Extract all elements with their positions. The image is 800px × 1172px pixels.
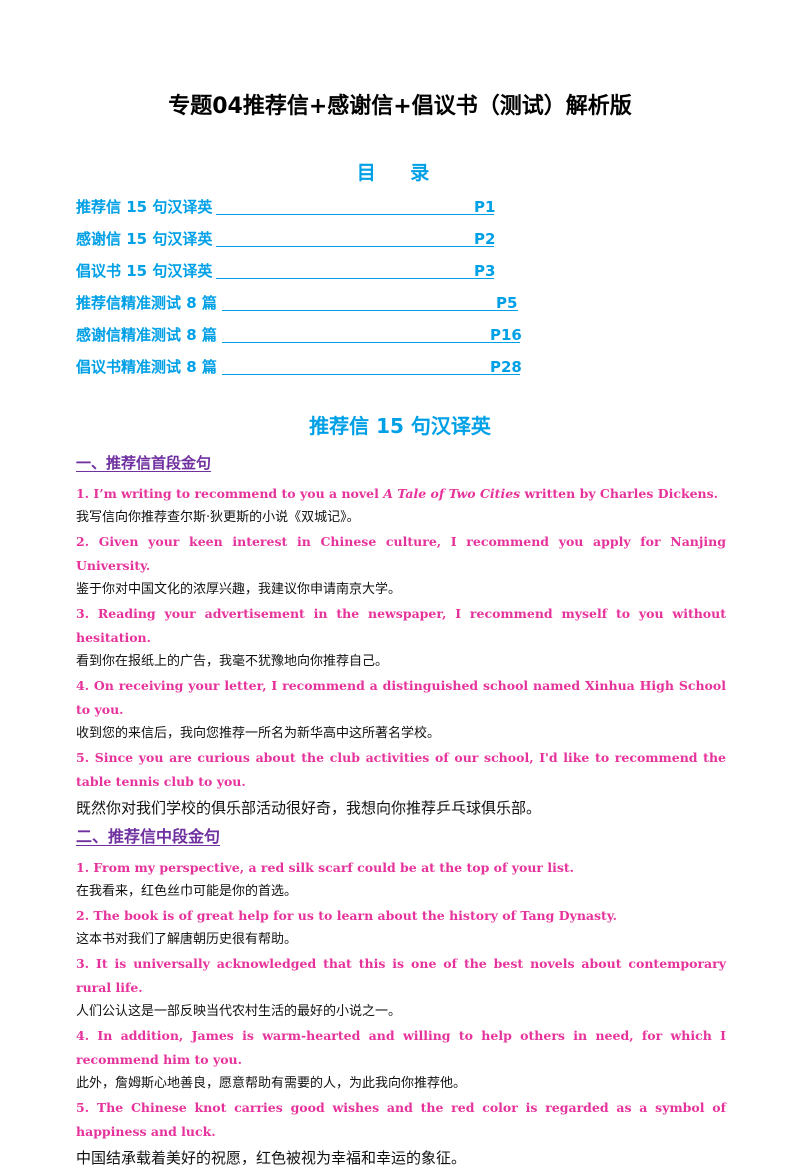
section-content: 一、推荐信首段金句 1. I’m writing to recommend to… [76, 452, 726, 1172]
english-sentence: 4. On receiving your letter, I recommend… [76, 678, 726, 717]
toc-item-page: P2 [474, 230, 496, 248]
toc-item[interactable]: 推荐信精准测试 8 篇 P5 [76, 292, 536, 324]
chinese-sentence: 我写信向你推荐查尔斯·狄更斯的小说《双城记》。 [76, 510, 360, 525]
toc-item-label: 感谢信 15 句汉译英 [76, 230, 213, 248]
toc-item[interactable]: 倡议书精准测试 8 篇 P28 [76, 356, 536, 388]
toc-item[interactable]: 感谢信 15 句汉译英 P2 [76, 228, 536, 260]
chinese-sentence: 在我看来，红色丝巾可能是你的首选。 [76, 884, 298, 899]
book-title: A Tale of Two Cities [383, 486, 521, 501]
toc-leader-line [216, 246, 494, 247]
document-page: 专题04推荐信+感谢信+倡议书（测试）解析版 目 录 推荐信 15 句汉译英 P… [76, 94, 726, 1167]
english-sentence: 2. Given your keen interest in Chinese c… [76, 534, 726, 573]
chinese-sentence: 鉴于你对中国文化的浓厚兴趣，我建议你申请南京大学。 [76, 582, 402, 597]
english-sentence: 1. From my perspective, a red silk scarf… [76, 860, 575, 875]
document-title: 专题04推荐信+感谢信+倡议书（测试）解析版 [168, 94, 632, 119]
table-of-contents: 推荐信 15 句汉译英 P1 感谢信 15 句汉译英 P2 倡议书 15 句汉译… [76, 196, 536, 388]
chinese-sentence: 看到你在报纸上的广告，我毫不犹豫地向你推荐自己。 [76, 654, 389, 669]
english-sentence: 5. Since you are curious about the club … [76, 750, 726, 789]
english-sentence: 1. I’m writing to recommend to you a nov… [76, 482, 726, 506]
toc-leader-line [222, 342, 520, 343]
toc-item-label: 推荐信精准测试 8 篇 [76, 294, 217, 312]
toc-leader-line [222, 374, 520, 375]
group-heading: 二、推荐信中段金句 [76, 827, 221, 846]
chinese-sentence: 人们公认这是一部反映当代农村生活的最好的小说之一。 [76, 1004, 402, 1019]
chinese-sentence: 中国结承载着美好的祝愿，红色被视为幸福和幸运的象征。 [76, 1149, 467, 1167]
english-sentence: 4. In addition, James is warm-hearted an… [76, 1028, 726, 1067]
toc-leader-line [216, 278, 494, 279]
english-sentence: 5. The Chinese knot carries good wishes … [76, 1100, 726, 1139]
toc-item-label: 推荐信 15 句汉译英 [76, 198, 213, 216]
toc-item-page: P16 [490, 326, 522, 344]
sentence-text: 1. I’m writing to recommend to you a nov… [76, 486, 384, 501]
toc-item-label: 倡议书 15 句汉译英 [76, 262, 213, 280]
english-sentence: 3. It is universally acknowledged that t… [76, 956, 726, 995]
toc-item[interactable]: 推荐信 15 句汉译英 P1 [76, 196, 536, 228]
toc-item[interactable]: 倡议书 15 句汉译英 P3 [76, 260, 536, 292]
toc-item-page: P3 [474, 262, 496, 280]
chinese-sentence: 既然你对我们学校的俱乐部活动很好奇，我想向你推荐乒乓球俱乐部。 [76, 799, 542, 817]
toc-item[interactable]: 感谢信精准测试 8 篇 P16 [76, 324, 536, 356]
group-heading: 一、推荐信首段金句 [76, 454, 212, 472]
english-sentence: 2. The book is of great help for us to l… [76, 908, 618, 923]
toc-item-page: P1 [474, 198, 496, 216]
chinese-sentence: 收到您的来信后，我向您推荐一所名为新华高中这所著名学校。 [76, 726, 441, 741]
toc-item-label: 感谢信精准测试 8 篇 [76, 326, 217, 344]
chinese-sentence: 这本书对我们了解唐朝历史很有帮助。 [76, 932, 298, 947]
toc-item-page: P28 [490, 358, 522, 376]
toc-heading: 目 录 [356, 162, 444, 184]
toc-leader-line [216, 214, 494, 215]
chinese-sentence: 此外，詹姆斯心地善良，愿意帮助有需要的人，为此我向你推荐他。 [76, 1076, 467, 1091]
toc-item-label: 倡议书精准测试 8 篇 [76, 358, 217, 376]
section-title: 推荐信 15 句汉译英 [309, 414, 491, 438]
sentence-text: written by Charles Dickens. [520, 486, 719, 501]
english-sentence: 3. Reading your advertisement in the new… [76, 606, 726, 645]
toc-item-page: P5 [496, 294, 518, 312]
toc-leader-line [222, 310, 518, 311]
